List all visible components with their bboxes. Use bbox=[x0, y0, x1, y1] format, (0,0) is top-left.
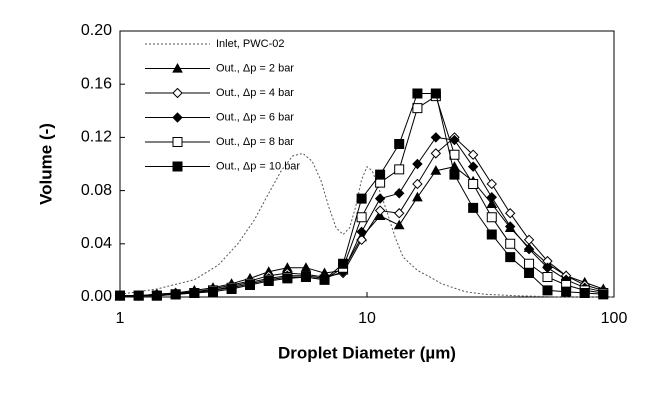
marker bbox=[468, 178, 479, 189]
marker bbox=[393, 219, 405, 230]
x-axis-title: Droplet Diameter (µm) bbox=[278, 343, 456, 362]
marker bbox=[430, 148, 442, 159]
marker bbox=[449, 149, 460, 160]
marker bbox=[524, 258, 535, 269]
legend-marker bbox=[172, 87, 183, 99]
marker bbox=[374, 193, 386, 204]
marker bbox=[300, 272, 311, 283]
marker bbox=[375, 169, 386, 180]
marker bbox=[412, 191, 423, 202]
marker bbox=[394, 164, 405, 175]
y-tick-label: 0.08 bbox=[81, 182, 112, 199]
legend-marker bbox=[172, 62, 183, 73]
legend-label: Out., Δp = 8 bar bbox=[216, 136, 294, 148]
x-tick-label: 10 bbox=[358, 310, 376, 327]
marker bbox=[598, 289, 609, 300]
marker bbox=[467, 149, 479, 160]
marker bbox=[524, 268, 535, 279]
marker bbox=[505, 252, 516, 263]
legend-label: Inlet, PWC-02 bbox=[216, 38, 284, 50]
marker bbox=[579, 288, 590, 299]
marker bbox=[263, 276, 274, 287]
marker bbox=[412, 103, 423, 114]
marker bbox=[486, 212, 497, 223]
y-tick-label: 0.00 bbox=[81, 288, 112, 305]
marker bbox=[542, 272, 553, 283]
legend-marker bbox=[172, 161, 183, 172]
legend-marker bbox=[172, 112, 183, 123]
marker bbox=[561, 286, 572, 297]
x-tick-label: 100 bbox=[601, 310, 628, 327]
marker bbox=[430, 132, 442, 143]
y-tick-label: 0.12 bbox=[81, 129, 112, 146]
marker bbox=[430, 165, 442, 175]
legend-label: Out., Δp = 10 bar bbox=[216, 160, 300, 172]
marker bbox=[523, 243, 535, 255]
marker bbox=[189, 288, 200, 299]
legend-label: Out., Δp = 2 bar bbox=[216, 62, 294, 74]
marker bbox=[449, 169, 460, 180]
marker bbox=[133, 290, 144, 301]
x-tick-label: 1 bbox=[116, 310, 125, 327]
marker bbox=[374, 205, 386, 216]
y-axis-title: Volume (-) bbox=[36, 123, 55, 205]
marker bbox=[208, 286, 219, 297]
marker bbox=[356, 193, 367, 204]
legend-label: Out., Δp = 6 bar bbox=[216, 111, 294, 123]
marker bbox=[245, 280, 256, 291]
marker bbox=[449, 134, 460, 146]
series-line bbox=[119, 152, 614, 298]
marker bbox=[542, 285, 553, 296]
marker bbox=[356, 226, 367, 238]
marker bbox=[412, 178, 423, 190]
marker bbox=[504, 221, 516, 232]
y-tick-label: 0.04 bbox=[81, 235, 112, 252]
marker bbox=[226, 284, 237, 295]
marker bbox=[412, 158, 423, 170]
marker bbox=[319, 274, 330, 285]
series bbox=[115, 88, 609, 301]
marker bbox=[393, 188, 405, 199]
marker bbox=[468, 202, 479, 213]
marker bbox=[505, 238, 516, 249]
marker bbox=[115, 290, 125, 301]
marker bbox=[467, 161, 479, 172]
marker bbox=[282, 273, 293, 284]
marker bbox=[486, 178, 497, 190]
marker bbox=[486, 192, 497, 203]
y-tick-label: 0.16 bbox=[81, 75, 112, 92]
marker bbox=[151, 290, 162, 301]
marker bbox=[486, 229, 497, 240]
marker bbox=[394, 139, 405, 150]
marker bbox=[170, 289, 181, 300]
legend-label: Out., Δp = 4 bar bbox=[216, 87, 294, 99]
marker bbox=[338, 258, 349, 269]
marker bbox=[504, 208, 516, 219]
marker bbox=[412, 88, 423, 99]
y-tick-label: 0.20 bbox=[81, 22, 112, 39]
marker bbox=[430, 88, 441, 99]
marker bbox=[356, 212, 367, 223]
legend-marker bbox=[172, 137, 183, 147]
marker bbox=[393, 208, 405, 219]
marker bbox=[449, 161, 460, 171]
marker bbox=[486, 198, 498, 208]
series bbox=[119, 152, 614, 298]
